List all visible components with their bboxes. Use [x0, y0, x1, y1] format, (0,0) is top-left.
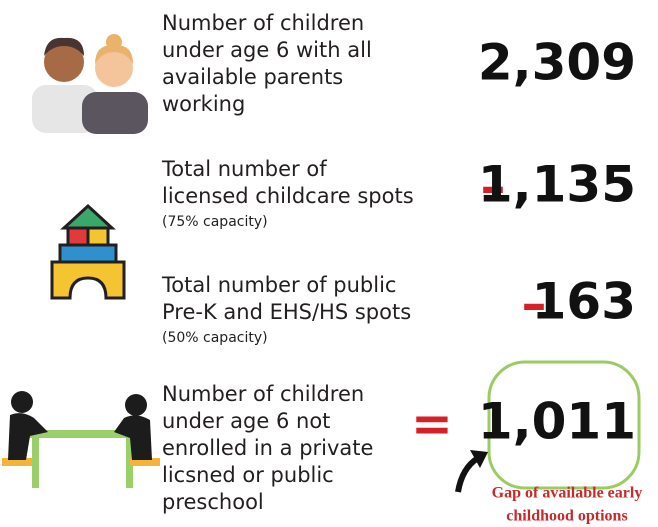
row-label: preschool	[162, 490, 264, 514]
arrow	[455, 455, 480, 493]
row-value: 163	[532, 273, 636, 331]
row-label: Number of children	[162, 11, 364, 35]
operator: –	[522, 275, 547, 333]
row-label: enrolled in a private	[162, 436, 373, 460]
row-label: under age 6 not	[162, 409, 330, 433]
row-label: Total number of public	[161, 273, 396, 297]
row-label: available parents	[162, 65, 343, 89]
row-value: 1,135	[478, 156, 636, 214]
row-label: Number of children	[162, 382, 364, 406]
arrow-head	[470, 450, 488, 468]
row-label: Total number of	[161, 157, 327, 181]
row-label: licensed childcare spots	[162, 184, 414, 208]
row-note: (50% capacity)	[162, 330, 268, 346]
highlight-box	[487, 360, 641, 490]
row-value: 1,011	[478, 393, 636, 451]
row-note: (75% capacity)	[162, 214, 268, 230]
parents-icon	[32, 34, 148, 134]
row-value: 2,309	[478, 34, 636, 92]
row-label: under age 6 with all	[162, 38, 372, 62]
annotation: childhood options	[506, 508, 627, 525]
annotation: Gap of available early	[492, 485, 643, 502]
operator: =	[411, 395, 453, 453]
row-label: Pre-K and EHS/HS spots	[162, 300, 411, 324]
blocks-icon	[50, 203, 126, 300]
row-label: licsned or public	[162, 463, 334, 487]
operator: –	[481, 158, 506, 216]
row-label: working	[162, 92, 245, 116]
kids-icon	[2, 391, 160, 488]
